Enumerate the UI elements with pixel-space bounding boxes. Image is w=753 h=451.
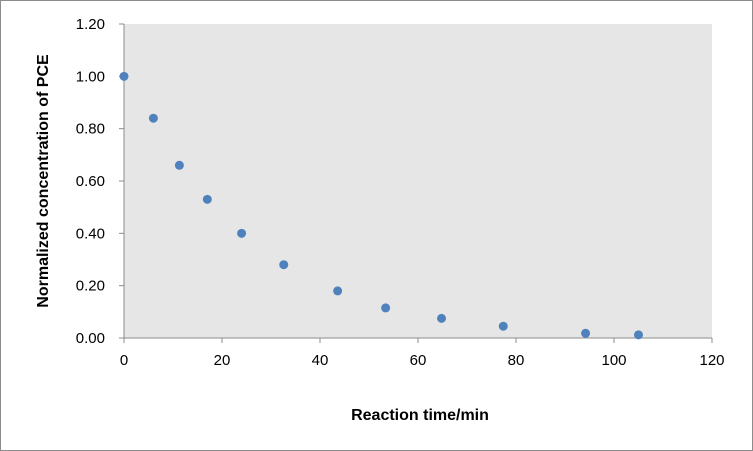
- data-point: [148, 113, 158, 123]
- y-axis-title: Normalized concentration of PCE: [35, 54, 52, 308]
- x-tick-label: 80: [508, 352, 525, 369]
- data-points: [119, 71, 643, 340]
- data-point: [202, 194, 212, 204]
- y-tick-label: 0.20: [76, 278, 105, 295]
- y-tick-label: 1.00: [76, 68, 105, 85]
- x-tick-label: 0: [120, 352, 128, 369]
- data-point: [634, 330, 643, 340]
- x-tick-label: 20: [214, 352, 231, 369]
- data-point: [174, 160, 184, 170]
- data-point: [498, 321, 508, 331]
- y-ticks: 0.00 0.20 0.40 0.60 0.80 1.00 1.20: [76, 16, 124, 347]
- y-tick-label: 0.80: [76, 121, 105, 138]
- x-tick-label: 120: [699, 352, 724, 369]
- plot-area: [124, 24, 712, 338]
- y-tick-label: 1.20: [76, 16, 105, 33]
- data-point: [237, 228, 247, 238]
- x-tick-label: 40: [312, 352, 329, 369]
- y-tick-label: 0.60: [76, 173, 105, 190]
- data-point: [581, 328, 591, 338]
- x-tick-label: 100: [601, 352, 626, 369]
- x-tick-label: 60: [410, 352, 427, 369]
- data-point: [437, 313, 447, 323]
- data-point: [333, 286, 343, 296]
- x-ticks: 0 20 40 60 80 100 120: [120, 338, 725, 369]
- data-point: [279, 260, 289, 270]
- x-axis-title: Reaction time/min: [351, 407, 489, 424]
- y-tick-label: 0.00: [76, 330, 105, 347]
- y-tick-label: 0.40: [76, 225, 105, 242]
- data-point: [381, 303, 391, 313]
- data-point: [119, 71, 129, 81]
